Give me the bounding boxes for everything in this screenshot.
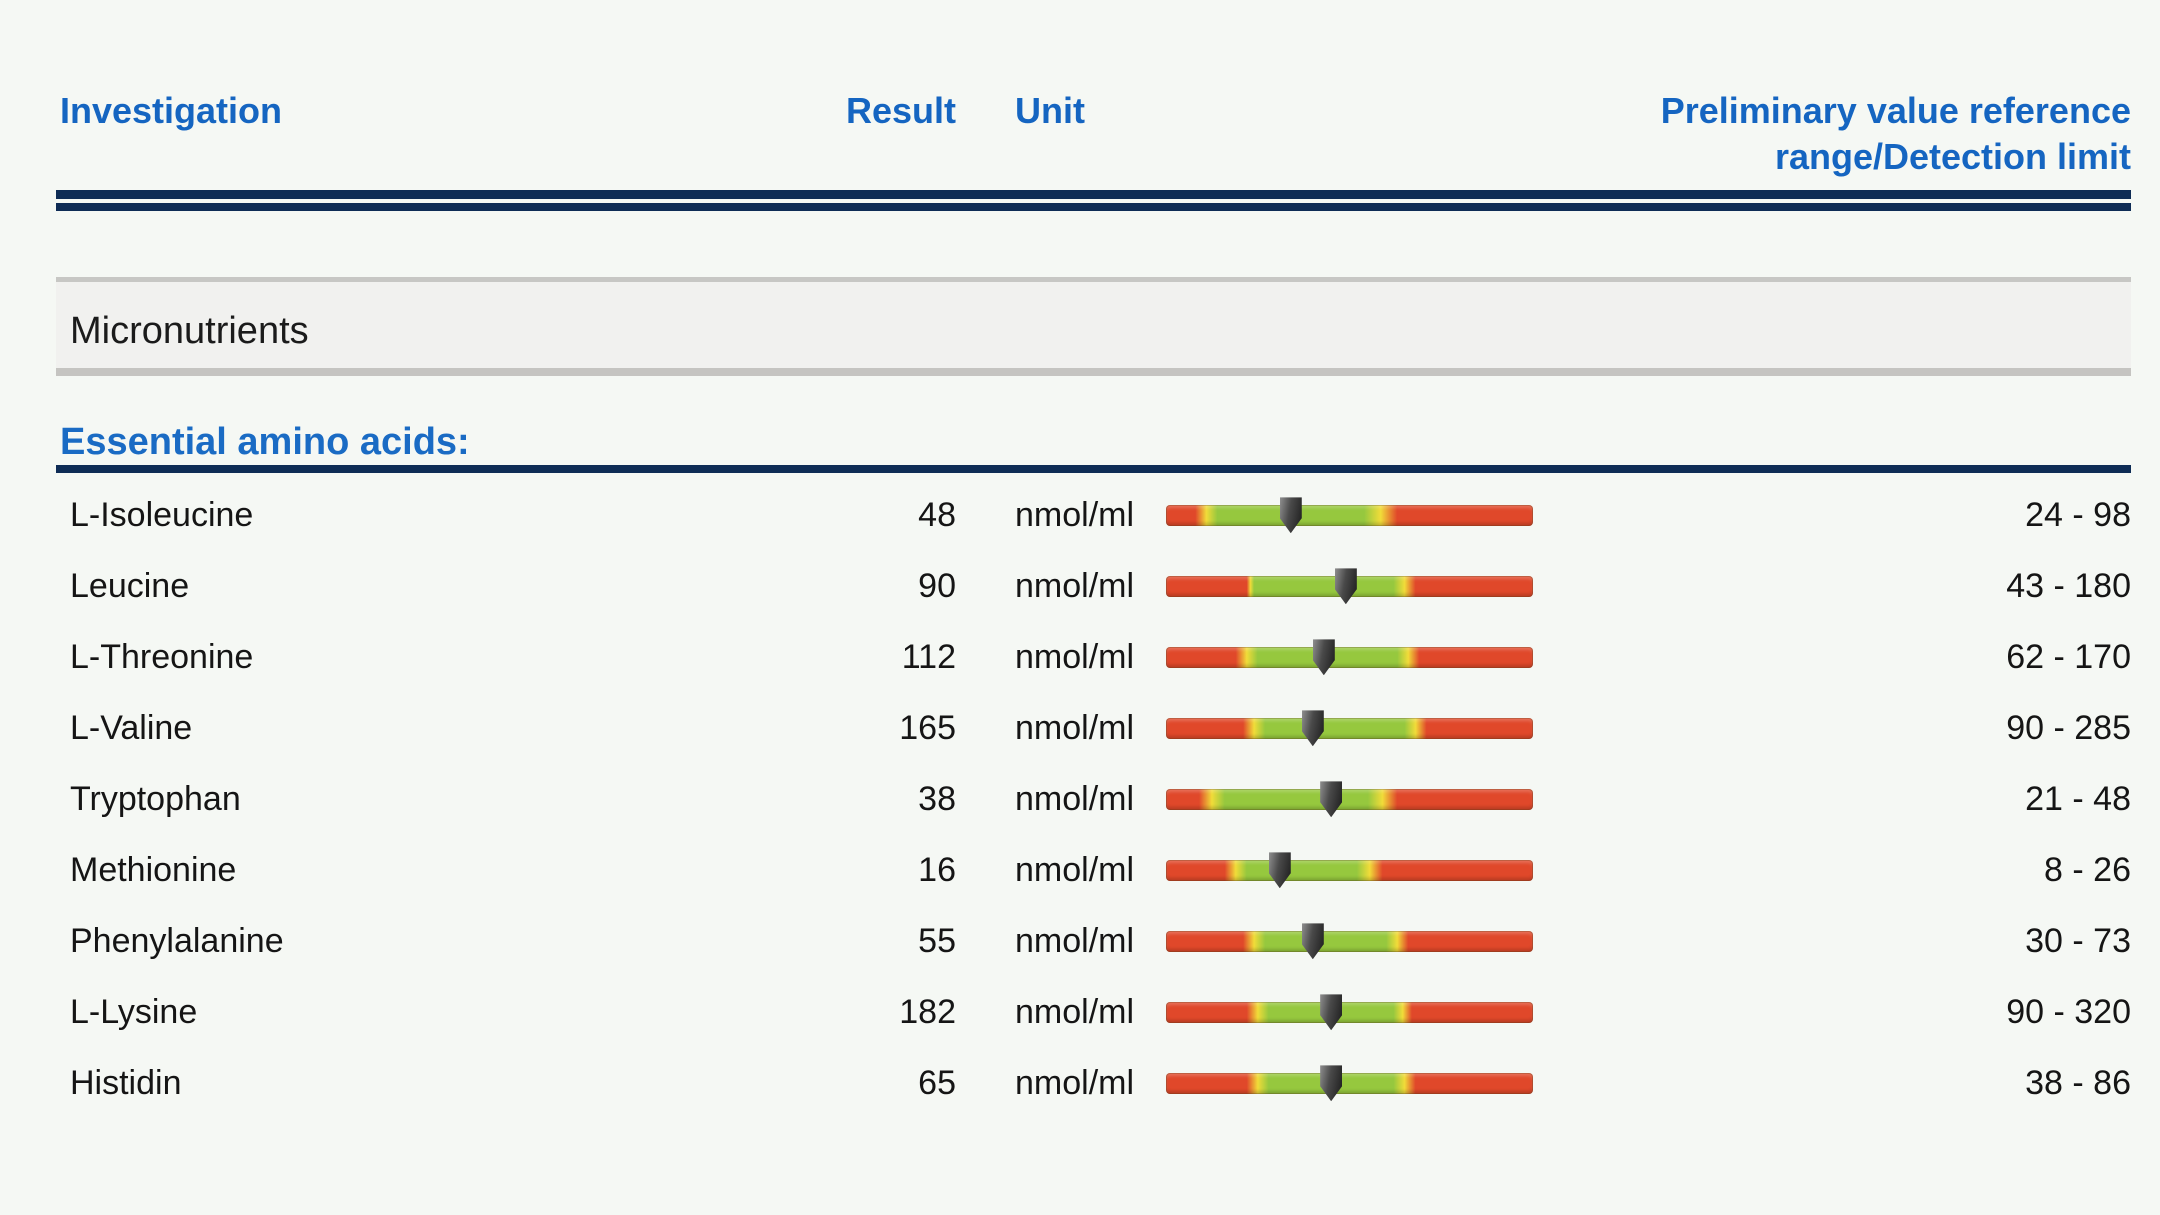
investigation-name: Phenylalanine bbox=[70, 922, 284, 961]
reference-gauge bbox=[1166, 480, 1533, 551]
result-value: 48 bbox=[918, 496, 956, 535]
reference-gauge bbox=[1166, 764, 1533, 835]
gauge-marker bbox=[1301, 710, 1324, 747]
investigation-name: L-Lysine bbox=[70, 993, 198, 1032]
reference-gauge bbox=[1166, 977, 1533, 1048]
result-row: Methionine 16 nmol/ml 8 - 26 bbox=[56, 835, 2131, 906]
gauge-bar bbox=[1166, 1073, 1533, 1095]
category-label: Micronutrients bbox=[70, 309, 309, 352]
investigation-name: Methionine bbox=[70, 851, 237, 890]
column-header-unit: Unit bbox=[1015, 90, 1085, 131]
reference-gauge bbox=[1166, 1048, 1533, 1119]
gauge-marker bbox=[1279, 497, 1302, 534]
reference-gauge bbox=[1166, 835, 1533, 906]
reference-range: 21 - 48 bbox=[2025, 780, 2131, 819]
reference-gauge bbox=[1166, 906, 1533, 977]
gauge-bar bbox=[1166, 647, 1533, 669]
reference-range: 8 - 26 bbox=[2044, 851, 2131, 890]
reference-range: 62 - 170 bbox=[2006, 638, 2131, 677]
reference-range: 90 - 285 bbox=[2006, 709, 2131, 748]
result-row: Tryptophan 38 nmol/ml 21 - 48 bbox=[56, 764, 2131, 835]
unit-label: nmol/ml bbox=[1015, 496, 1135, 535]
reference-gauge bbox=[1166, 693, 1533, 764]
result-row: L-Threonine 112 nmol/ml 62 - 170 bbox=[56, 622, 2131, 693]
header-double-rule bbox=[56, 190, 2131, 212]
investigation-name: L-Isoleucine bbox=[70, 496, 254, 535]
result-row: Phenylalanine 55 nmol/ml 30 - 73 bbox=[56, 906, 2131, 977]
unit-label: nmol/ml bbox=[1015, 922, 1135, 961]
reference-range: 24 - 98 bbox=[2025, 496, 2131, 535]
gauge-bar bbox=[1166, 505, 1533, 527]
reference-range: 30 - 73 bbox=[2025, 922, 2131, 961]
gauge-marker bbox=[1334, 568, 1357, 605]
result-value: 90 bbox=[918, 567, 956, 606]
subsection-heading: Essential amino acids: bbox=[56, 420, 2131, 474]
reference-range-header-line1: Preliminary value reference bbox=[1660, 90, 2131, 131]
reference-range: 38 - 86 bbox=[2025, 1064, 2131, 1103]
result-value: 16 bbox=[918, 851, 956, 890]
reference-gauge bbox=[1166, 551, 1533, 622]
result-row: L-Isoleucine 48 nmol/ml 24 - 98 bbox=[56, 480, 2131, 551]
unit-label: nmol/ml bbox=[1015, 567, 1135, 606]
unit-label: nmol/ml bbox=[1015, 780, 1135, 819]
table-header: Investigation Result Unit Preliminary va… bbox=[56, 88, 2131, 179]
investigation-name: L-Valine bbox=[70, 709, 193, 748]
column-header-investigation: Investigation bbox=[60, 90, 283, 131]
gauge-bar bbox=[1166, 931, 1533, 953]
gauge-marker bbox=[1320, 1065, 1343, 1102]
result-value: 112 bbox=[901, 638, 956, 677]
gauge-marker bbox=[1320, 994, 1343, 1031]
unit-label: nmol/ml bbox=[1015, 851, 1135, 890]
reference-range: 90 - 320 bbox=[2006, 993, 2131, 1032]
reference-gauge bbox=[1166, 622, 1533, 693]
result-row: L-Lysine 182 nmol/ml 90 - 320 bbox=[56, 977, 2131, 1048]
result-row: L-Valine 165 nmol/ml 90 - 285 bbox=[56, 693, 2131, 764]
category-band: Micronutrients bbox=[56, 277, 2131, 377]
investigation-name: Leucine bbox=[70, 567, 190, 606]
result-value: 55 bbox=[918, 922, 956, 961]
gauge-marker bbox=[1301, 923, 1324, 960]
unit-label: nmol/ml bbox=[1015, 993, 1135, 1032]
column-header-result: Result bbox=[845, 90, 956, 131]
result-value: 165 bbox=[899, 709, 956, 748]
unit-label: nmol/ml bbox=[1015, 638, 1135, 677]
gauge-marker bbox=[1312, 639, 1335, 676]
result-value: 38 bbox=[918, 780, 956, 819]
unit-label: nmol/ml bbox=[1015, 1064, 1135, 1103]
unit-label: nmol/ml bbox=[1015, 709, 1135, 748]
gauge-bar bbox=[1166, 718, 1533, 740]
gauge-bar bbox=[1166, 1002, 1533, 1024]
reference-range: 43 - 180 bbox=[2006, 567, 2131, 606]
gauge-marker bbox=[1268, 852, 1291, 889]
result-value: 182 bbox=[899, 993, 956, 1032]
result-value: 65 bbox=[918, 1064, 956, 1103]
gauge-marker bbox=[1320, 781, 1343, 818]
results-table: L-Isoleucine 48 nmol/ml 24 - 98 Leucine … bbox=[56, 480, 2131, 1119]
investigation-name: Tryptophan bbox=[70, 780, 241, 819]
result-row: Histidin 65 nmol/ml 38 - 86 bbox=[56, 1048, 2131, 1119]
investigation-name: Histidin bbox=[70, 1064, 182, 1103]
gauge-bar bbox=[1166, 789, 1533, 811]
column-header-reference-range: Preliminary value reference range/Detect… bbox=[1533, 88, 2131, 179]
investigation-name: L-Threonine bbox=[70, 638, 254, 677]
result-row: Leucine 90 nmol/ml 43 - 180 bbox=[56, 551, 2131, 622]
reference-range-header-line2: range/Detection limit bbox=[1774, 135, 2131, 177]
gauge-bar bbox=[1166, 860, 1533, 882]
